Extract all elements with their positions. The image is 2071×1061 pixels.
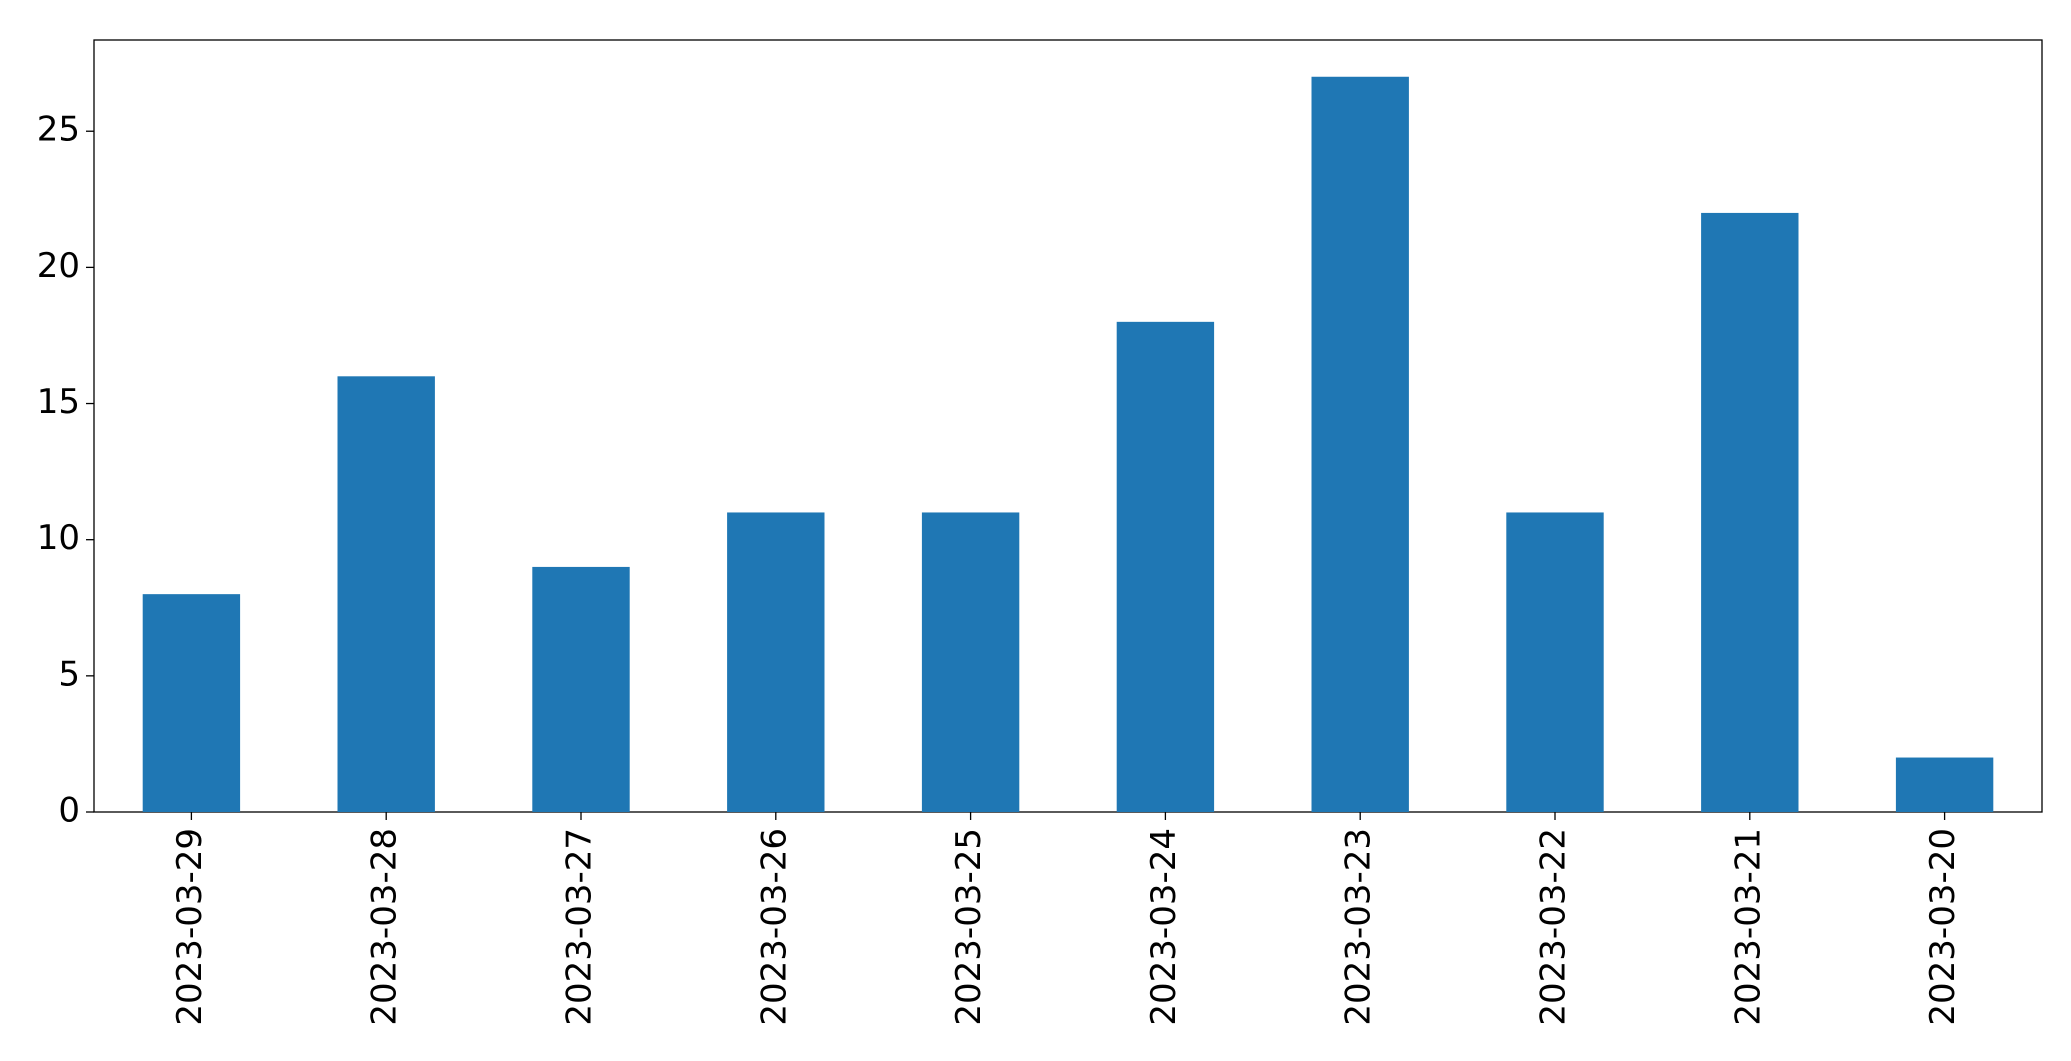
x-tick-label: 2023-03-26 (754, 828, 794, 1026)
x-tick-label: 2023-03-28 (365, 828, 405, 1026)
x-tick-label: 2023-03-25 (949, 828, 989, 1026)
bar (142, 594, 241, 812)
x-tick-label: 2023-03-23 (1339, 828, 1379, 1026)
x-tick-label: 2023-03-22 (1534, 828, 1574, 1026)
bar (337, 376, 435, 812)
x-tick-label: 2023-03-27 (560, 828, 600, 1026)
y-tick-label: 0 (58, 791, 80, 831)
y-tick-label: 15 (37, 382, 80, 422)
x-tick-label: 2023-03-29 (170, 828, 210, 1026)
y-tick-label: 20 (37, 246, 80, 286)
bars (142, 76, 1994, 812)
bar (727, 512, 825, 812)
bar (1895, 757, 1994, 812)
axes-frame (93, 39, 2043, 813)
bar (532, 566, 630, 812)
bar (1506, 512, 1604, 812)
bar (921, 512, 1020, 812)
x-tick-label: 2023-03-24 (1144, 828, 1184, 1026)
x-tick-label: 2023-03-21 (1728, 828, 1768, 1026)
y-tick-label: 5 (58, 654, 80, 694)
bar (1116, 321, 1215, 812)
y-tick-label: 25 (37, 110, 80, 150)
y-tick-label: 10 (37, 518, 80, 558)
x-tick-label: 2023-03-20 (1923, 828, 1963, 1026)
bar (1701, 212, 1799, 812)
bar (1311, 76, 1409, 812)
